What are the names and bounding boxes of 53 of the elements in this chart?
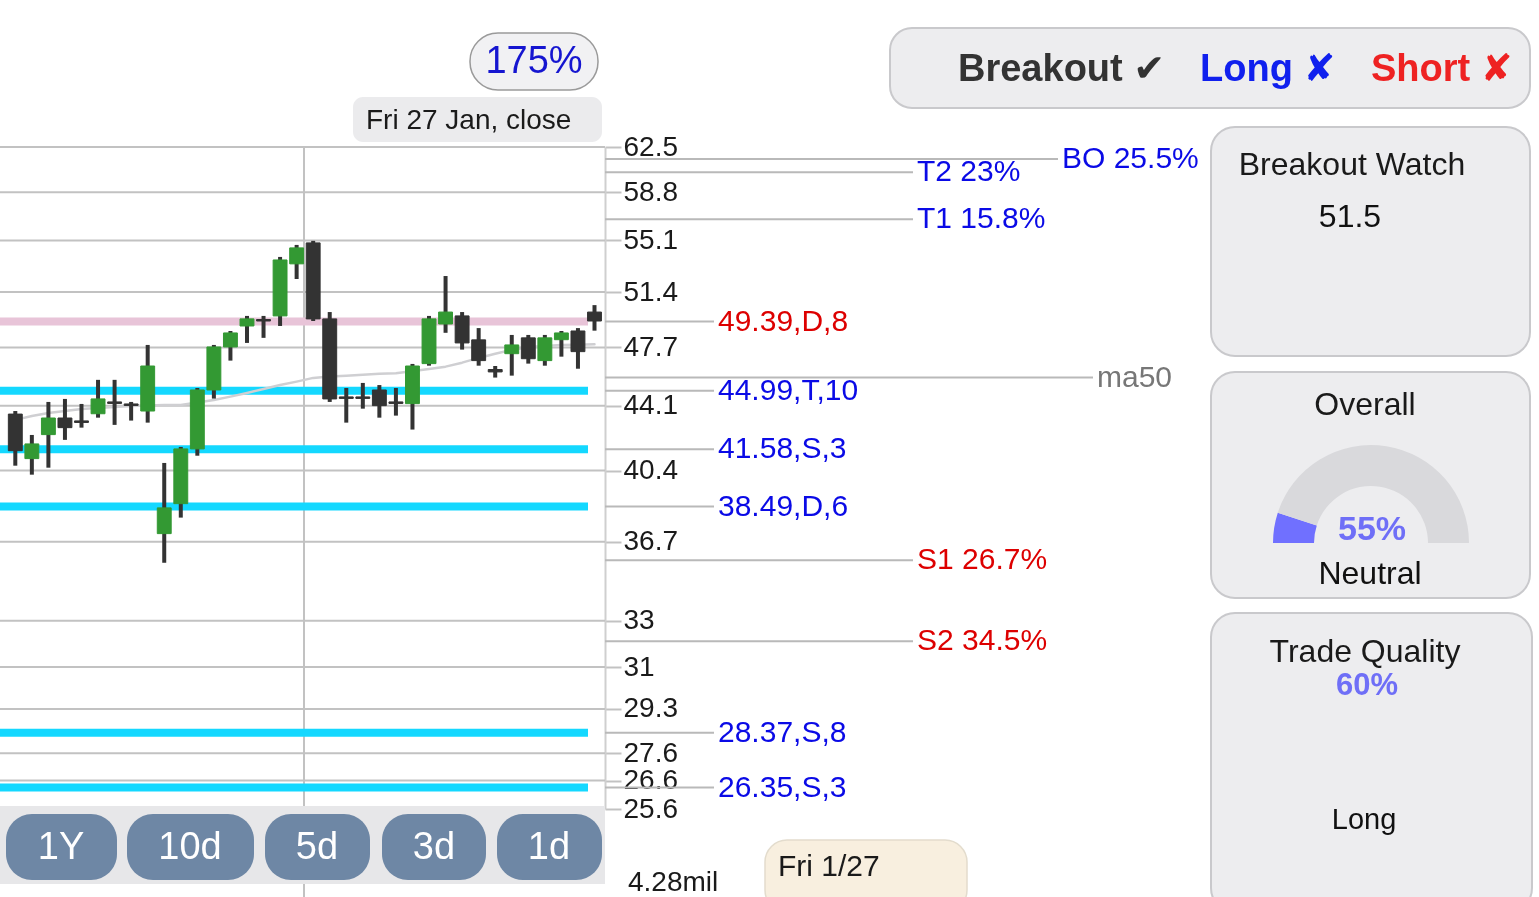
y-tick-label: 25.6	[623, 792, 678, 824]
ref-line-label: BO 25.5%	[1062, 140, 1199, 174]
y-tick-label: 29.3	[623, 692, 678, 724]
text: Fri 27 Jan, close	[366, 104, 572, 135]
text: 55%	[1337, 509, 1407, 547]
candlestick	[107, 379, 123, 425]
candlestick	[570, 328, 586, 369]
candlestick	[123, 401, 139, 421]
y-tick-label: 36.7	[623, 525, 678, 557]
y-tick-label: 51.4	[623, 275, 678, 307]
ref-line-label: S2 34.5%	[917, 623, 1048, 657]
text: Long ✘	[1200, 47, 1336, 89]
ref-line-label: ma50	[1097, 359, 1173, 393]
ref-line-label: T1 15.8%	[917, 201, 1046, 235]
text: Breakout Watch	[1238, 146, 1466, 182]
text: 4.28mil	[628, 866, 719, 897]
ref-line-label: 41.58,S,3	[718, 431, 847, 465]
chart-title: Overall	[1314, 386, 1416, 422]
text: 10d	[158, 825, 222, 867]
y-tick-label: 55.1	[623, 223, 678, 255]
y-tick-label: 31	[623, 650, 655, 682]
text: 1Y	[37, 825, 85, 867]
candlestick	[520, 334, 536, 364]
y-tick-label: 58.8	[623, 175, 678, 207]
text: Neutral	[1318, 555, 1422, 591]
ref-line-label: 26.35,S,3	[718, 769, 847, 803]
y-tick-label: 62.5	[623, 130, 678, 162]
text: Breakout ✔	[958, 47, 1166, 89]
text: Long	[1331, 803, 1397, 835]
candlestick	[256, 315, 271, 338]
text: 60%	[1335, 667, 1399, 702]
y-tick-label: 33	[623, 604, 655, 636]
ref-line-label: 44.99,T,10	[718, 372, 859, 406]
y-tick-label: 40.4	[623, 454, 678, 486]
text: Trade Quality	[1269, 633, 1461, 669]
y-tick-label: 47.7	[623, 330, 678, 362]
ref-line-label: S1 26.7%	[917, 542, 1048, 576]
ref-line-label: T2 23%	[917, 154, 1021, 188]
ref-line-label: 38.49,D,6	[718, 488, 849, 522]
ref-line-label: 28.37,S,8	[718, 714, 847, 748]
text: 175%	[485, 39, 583, 81]
candlestick	[504, 334, 520, 376]
text: 3d	[412, 825, 456, 867]
text: Fri 1/27	[778, 849, 880, 882]
candlestick	[222, 330, 238, 361]
y-tick-label: 44.1	[623, 389, 678, 421]
y-tick-label: 27.6	[623, 736, 678, 768]
text: 5d	[295, 825, 339, 867]
text: 51.5	[1318, 198, 1382, 234]
candlestick	[587, 305, 602, 331]
text: 1d	[527, 825, 571, 867]
text: Short ✘	[1371, 47, 1513, 89]
ref-line-label: 49.39,D,8	[718, 303, 849, 337]
